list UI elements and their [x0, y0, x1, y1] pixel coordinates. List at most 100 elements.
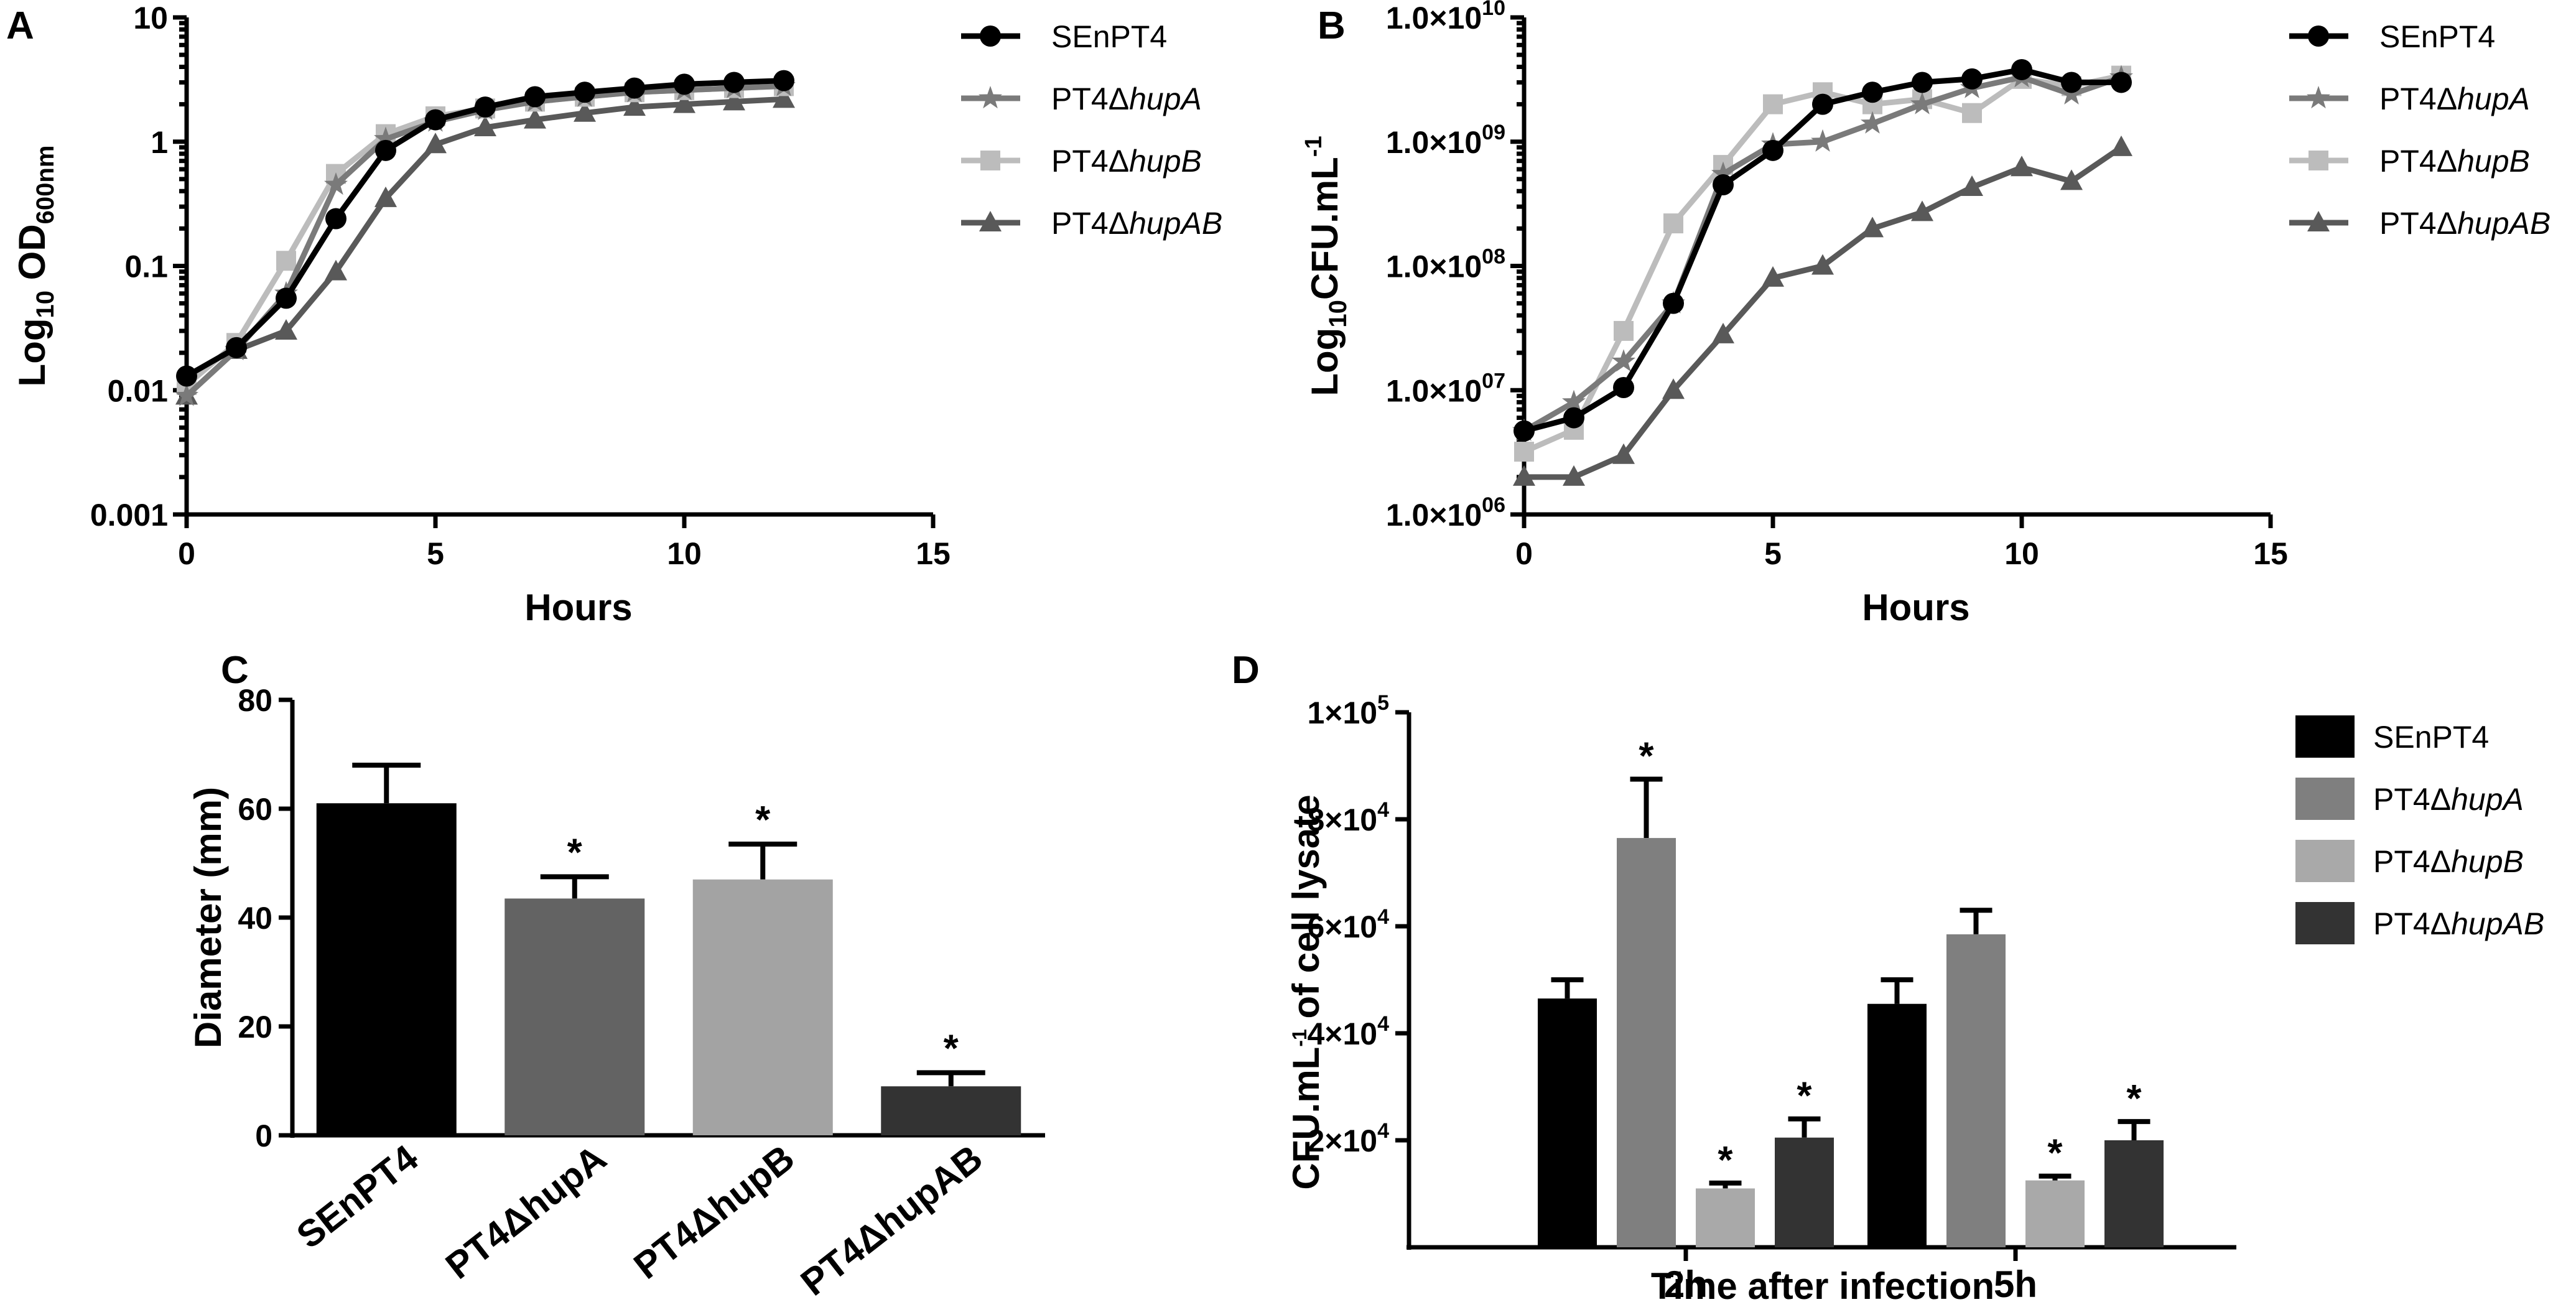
data-point — [1614, 320, 1634, 341]
data-point — [1961, 175, 1983, 196]
series-line — [1523, 67, 2121, 434]
data-point — [325, 208, 346, 230]
y-tick-base: 6×10 — [1307, 909, 1377, 944]
data-point — [324, 172, 348, 195]
legend-label-prefix: PT4Δ — [2379, 81, 2457, 116]
bar-group-PT4ΔhupB-2h: * — [1696, 1139, 1755, 1247]
bar-group-SEnPT4-2h — [1538, 977, 1597, 1247]
y-label-superscript: -1 — [1288, 1029, 1311, 1046]
data-point — [1762, 266, 1784, 287]
legend-swatch — [2295, 715, 2355, 758]
y-tick-base: 1.0×10 — [1386, 125, 1482, 160]
data-point — [276, 251, 296, 271]
data-point — [1514, 442, 1534, 462]
y-label-mid: OD — [11, 224, 53, 291]
data-point — [2011, 156, 2033, 177]
legend-label: PT4ΔhupB — [2379, 144, 2530, 179]
data-point — [276, 287, 297, 309]
data-point — [723, 90, 745, 111]
y-label-subscript: 10 — [32, 291, 59, 319]
data-point — [2061, 72, 2082, 93]
significance-star: * — [944, 1027, 959, 1070]
y-tick-base: 1×10 — [1307, 695, 1377, 730]
significance-star: * — [2126, 1077, 2142, 1120]
significance-star: * — [1797, 1075, 1812, 1118]
data-point — [524, 108, 546, 129]
data-point — [1612, 443, 1635, 464]
legend-label-prefix: PT4Δ — [1051, 206, 1129, 241]
legend-entry: PT4ΔhupA — [2289, 81, 2530, 116]
y-tick-exponent: 4 — [1377, 905, 1389, 929]
x-tick-label: 10 — [667, 536, 702, 571]
legend-label-italic: hupB — [2451, 844, 2524, 879]
legend-marker — [980, 151, 1000, 170]
y-tick-exponent: 06 — [1482, 493, 1505, 517]
data-point — [2111, 72, 2132, 93]
x-axis-label: Time after infection — [1651, 1265, 1994, 1307]
panel-letter-b: B — [1318, 4, 1346, 47]
series-PT4ΔhupA — [1512, 65, 2133, 441]
legend-label-prefix: PT4Δ — [2373, 906, 2451, 941]
y-label-main: Log — [11, 318, 53, 386]
y-tick-label: 1.0×1007 — [1386, 369, 1505, 408]
data-point — [673, 92, 695, 113]
legend-label: PT4ΔhupB — [1051, 144, 1202, 179]
y-label-superscript: -1 — [1301, 136, 1327, 157]
bar-group-PT4ΔhupB-5h: * — [2025, 1132, 2085, 1247]
panel-letter-a: A — [6, 4, 34, 47]
legend-entry: PT4ΔhupB — [961, 144, 1202, 179]
x-tick-label: 5 — [1764, 536, 1782, 571]
legend-label-prefix: SEnPT4 — [2379, 19, 2495, 54]
x-tick-label: PT4ΔhupA — [438, 1137, 614, 1286]
y-tick-exponent: 5 — [1377, 691, 1389, 715]
data-point — [1612, 349, 1635, 372]
significance-star: * — [1639, 735, 1654, 778]
y-tick-label: 60 — [238, 792, 272, 827]
y-axis-label: CFU.mL-1 of cell lysate — [1285, 794, 1327, 1189]
bar — [1617, 838, 1676, 1247]
legend-label-prefix: SEnPT4 — [2373, 720, 2489, 755]
data-point — [374, 126, 398, 149]
data-point — [275, 319, 297, 340]
data-point — [2060, 169, 2083, 190]
data-point — [1562, 389, 1586, 412]
legend-marker — [980, 26, 1001, 47]
bar — [2025, 1180, 2085, 1247]
y-tick-base: 1.0×10 — [1386, 1, 1482, 35]
legend-label: SEnPT4 — [2373, 720, 2489, 755]
x-tick-label: 15 — [2253, 536, 2288, 571]
x-tick-label: 2h — [1664, 1263, 1708, 1305]
legend-entry: PT4ΔhupAB — [961, 206, 1222, 241]
y-tick-label: 0 — [255, 1119, 272, 1153]
data-point — [2011, 58, 2032, 80]
y-tick-base: 2×10 — [1307, 1123, 1377, 1158]
legend-label-italic: hupB — [2457, 144, 2530, 179]
y-tick-exponent: 10 — [1482, 0, 1505, 20]
significance-star: * — [755, 799, 771, 842]
y-tick-label: 10 — [133, 1, 168, 35]
data-point — [226, 337, 247, 358]
x-tick-label: 10 — [2004, 536, 2039, 571]
y-tick-label: 80 — [238, 683, 272, 718]
x-tick-label: PT4ΔhupB — [626, 1137, 802, 1286]
y-axis-label: Log10 OD600nm — [11, 146, 59, 387]
legend-label-prefix: PT4Δ — [1051, 144, 1129, 179]
data-point — [1663, 213, 1683, 234]
y-tick-label: 8×104 — [1307, 798, 1389, 837]
data-point — [375, 139, 396, 161]
data-point — [574, 101, 596, 122]
data-point — [1713, 174, 1734, 196]
y-tick-base: 1.0×10 — [1386, 498, 1482, 533]
y-tick-label: 1.0×1010 — [1386, 0, 1505, 35]
legend-marker — [2308, 26, 2329, 47]
data-point — [474, 115, 496, 136]
series-SEnPT4 — [176, 70, 794, 387]
y-tick-label: 40 — [238, 901, 272, 936]
x-axis-label: Hours — [524, 587, 632, 628]
series-PT4ΔhupAB — [175, 87, 795, 405]
series-PT4ΔhupAB — [1513, 135, 2132, 486]
y-tick-label: 1.0×1008 — [1386, 245, 1505, 284]
y-label-tail: of cell lysate — [1285, 794, 1327, 1029]
legend-entry: PT4ΔhupAB — [2289, 206, 2550, 241]
x-tick-label: 0 — [178, 536, 195, 571]
